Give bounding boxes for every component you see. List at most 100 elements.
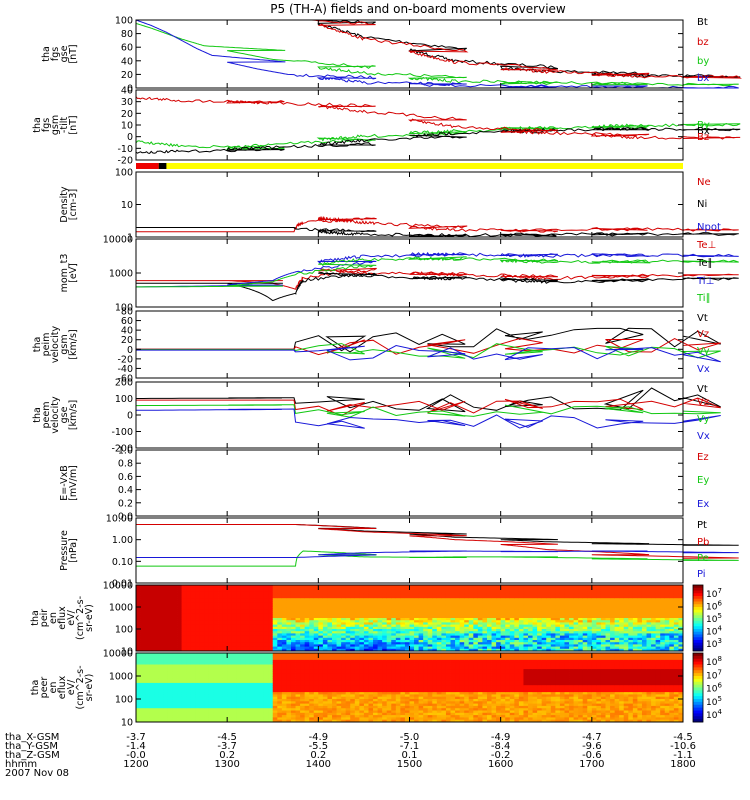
heatmap-cell: [518, 624, 524, 628]
heatmap-cell: [500, 642, 506, 645]
heatmap-cell: [263, 701, 269, 704]
heatmap-cell: [528, 626, 533, 630]
heatmap-cell: [254, 682, 260, 686]
heatmap-cell: [550, 593, 556, 597]
series-fgs_gse-2: [135, 22, 739, 87]
heatmap-cell: [646, 587, 652, 590]
panel-frame: [135, 310, 684, 379]
heatmap-cell: [550, 589, 556, 592]
heatmap-cell: [582, 624, 588, 628]
heatmap-cell: [240, 648, 246, 652]
heatmap-cell: [309, 609, 315, 612]
panel-peir: 10710610510410310000100010010thapeirenef…: [30, 581, 722, 658]
heatmap-cell: [300, 604, 306, 608]
heatmap-cell: [177, 692, 182, 695]
heatmap-cell: [181, 717, 187, 721]
heatmap-cell: [195, 719, 201, 723]
heatmap-cell: [414, 591, 420, 595]
heatmap-cell: [281, 659, 287, 663]
heatmap-cell: [177, 585, 182, 588]
heatmap-cell: [332, 618, 337, 621]
heatmap-cell: [240, 712, 246, 716]
heatmap-cell: [281, 624, 287, 628]
heatmap-cell: [432, 622, 438, 625]
heatmap-cell: [391, 624, 397, 628]
heatmap-cell: [199, 696, 205, 700]
heatmap-cell: [222, 618, 228, 621]
heatmap-cell: [486, 607, 492, 610]
heatmap-cell: [386, 615, 392, 619]
heatmap-cell: [605, 631, 611, 634]
heatmap-cell: [377, 604, 383, 608]
heatmap-cell: [514, 587, 520, 590]
heatmap-cell: [213, 618, 219, 621]
heatmap-cell: [655, 646, 661, 650]
heatmap-cell: [240, 703, 246, 707]
heatmap-cell: [591, 593, 597, 597]
heatmap-cell: [277, 622, 283, 625]
heatmap-cell: [382, 602, 388, 606]
heatmap-cell: [678, 611, 684, 614]
heatmap-cell: [673, 615, 679, 619]
heatmap-cell: [281, 600, 287, 603]
heatmap-cell: [377, 620, 383, 623]
heatmap-cell: [149, 629, 155, 632]
heatmap-cell: [149, 655, 155, 658]
colorbar-cell: [693, 631, 703, 635]
heatmap-cell: [359, 587, 365, 590]
heatmap-cell: [213, 624, 219, 628]
y-tick-label: -60: [117, 374, 133, 385]
heatmap-cell: [208, 642, 214, 645]
heatmap-cell: [550, 591, 556, 595]
heatmap-cell: [222, 669, 228, 672]
heatmap-cell: [158, 593, 164, 597]
heatmap-cell: [377, 624, 383, 628]
series-fgs_gsm-2: [135, 96, 741, 140]
heatmap-cell: [395, 611, 401, 614]
heatmap-cell: [304, 620, 310, 623]
heatmap-cell: [154, 673, 160, 677]
y-tick-label: 0.01: [112, 579, 133, 590]
heatmap-cell: [473, 646, 479, 650]
heatmap-cell: [136, 648, 141, 652]
heatmap-cell: [286, 618, 292, 621]
heatmap-cell: [295, 629, 301, 632]
heatmap-cell: [218, 687, 224, 691]
heatmap-cell: [404, 631, 410, 634]
heatmap-cell: [140, 708, 146, 711]
heatmap-cell: [259, 613, 265, 617]
heatmap-cell: [651, 611, 657, 614]
heatmap-cell: [445, 598, 451, 601]
heatmap-cell: [177, 640, 182, 643]
heatmap-cell: [154, 598, 160, 601]
colorbar-cell: [693, 634, 703, 638]
heatmap-cell: [578, 611, 584, 614]
heatmap-cell: [509, 618, 515, 621]
heatmap-cell: [190, 703, 196, 707]
heatmap-cell: [322, 611, 328, 614]
heatmap-cell: [277, 710, 283, 714]
heatmap-cell: [432, 624, 438, 628]
heatmap-cell: [664, 589, 670, 592]
heatmap-cell: [218, 692, 224, 695]
heatmap-cell: [240, 631, 246, 634]
heatmap-cell: [541, 596, 547, 599]
heatmap-cell: [199, 692, 205, 695]
heatmap-cell: [249, 593, 255, 597]
heatmap-cell: [450, 596, 456, 599]
heatmap-cell: [646, 622, 652, 625]
heatmap-cell: [254, 589, 260, 592]
heatmap-cell: [619, 607, 625, 610]
heatmap-cell: [222, 615, 228, 619]
heatmap-cell: [172, 669, 178, 672]
heatmap-cell: [528, 631, 533, 634]
heatmap-cell: [345, 620, 351, 623]
heatmap-cell: [468, 642, 474, 645]
heatmap-cell: [386, 642, 392, 645]
heatmap-cell: [628, 646, 634, 650]
heatmap-cell: [500, 648, 506, 652]
heatmap-cell: [158, 671, 164, 675]
heatmap-cell: [377, 626, 383, 630]
heatmap-cell: [400, 593, 406, 597]
heatmap-cell: [236, 708, 242, 711]
